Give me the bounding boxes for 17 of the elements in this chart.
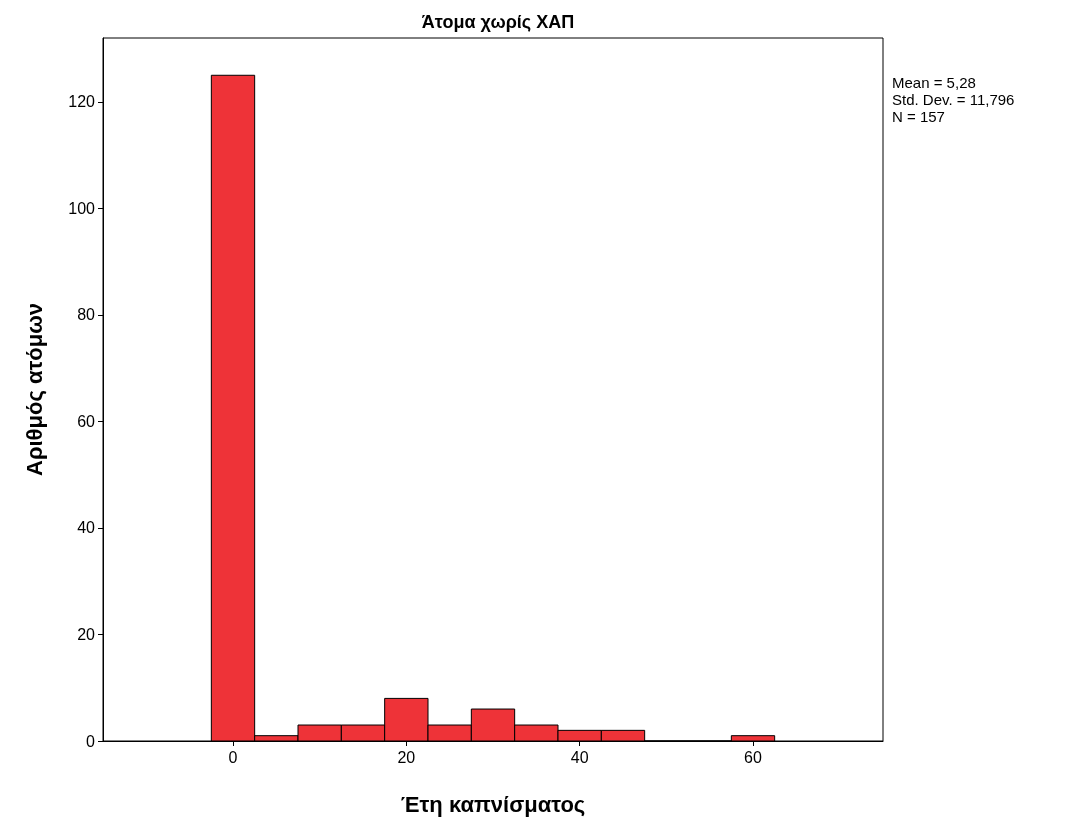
text: Std. Dev. = 11,796 (892, 91, 1015, 108)
y-axis-title: Αριθμός ατόμων (21, 302, 47, 477)
text: Mean = 5,28 (892, 74, 976, 91)
y-tick-label: 60 (77, 412, 96, 430)
x-tick-label: 40 (570, 748, 589, 766)
y-tick-label: 80 (77, 306, 96, 324)
x-tick-label: 60 (744, 748, 762, 766)
x-tick-label: 20 (397, 748, 416, 766)
y-tick-label: 120 (68, 93, 96, 111)
y-tick-label: 100 (68, 199, 96, 217)
chart-title: Άτομα χωρίς ΧΑΠ (421, 12, 575, 32)
x-tick-label: 0 (228, 748, 238, 766)
x-axis-title: Έτη καπνίσματος (400, 791, 586, 817)
y-tick-label: 20 (77, 625, 96, 643)
y-tick-label: 40 (77, 519, 96, 537)
y-tick-label: 0 (86, 732, 96, 750)
text: N = 157 (892, 108, 945, 125)
